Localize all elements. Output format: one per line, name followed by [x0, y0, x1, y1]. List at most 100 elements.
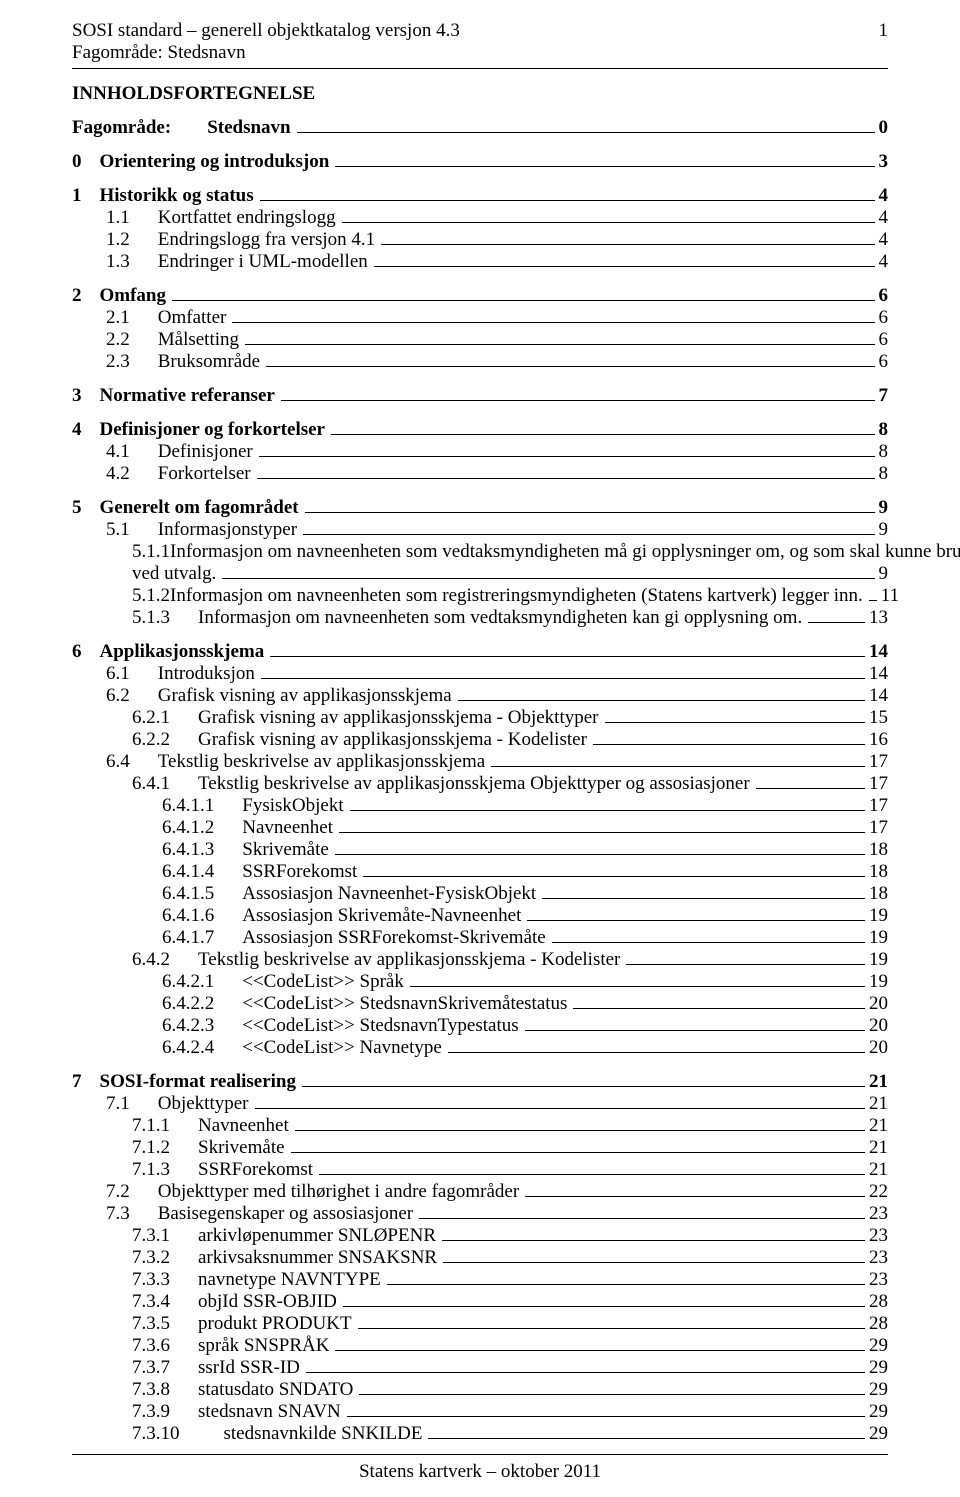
toc-entry-label: FysiskObjekt: [242, 795, 343, 817]
toc-entry-page: 21: [869, 1115, 888, 1137]
toc-entry-page: 19: [869, 971, 888, 993]
toc-title: INNHOLDSFORTEGNELSE: [72, 83, 888, 105]
toc-entry-page: 6: [879, 329, 889, 351]
toc-entry-page: 18: [869, 839, 888, 861]
toc-entry: 6.1Introduksjon14: [106, 663, 888, 685]
toc-entry-label: navnetype NAVNTYPE: [198, 1269, 381, 1291]
toc-entry-number: 0: [72, 151, 82, 173]
toc-entry: 7.3.10stedsnavnkilde SNKILDE29: [132, 1423, 888, 1445]
toc-entry: 4Definisjoner og forkortelser8: [72, 419, 888, 441]
toc-entry-page: 23: [869, 1225, 888, 1247]
toc-leader: [257, 478, 875, 479]
toc-entry-label: <<CodeList>> StedsnavnTypestatus: [242, 1015, 518, 1037]
toc-entry-page: 7: [879, 385, 889, 407]
toc-entry-page: 21: [869, 1137, 888, 1159]
toc-entry-label: Skrivemåte: [198, 1137, 285, 1159]
toc-entry-number: 4: [72, 419, 82, 441]
toc-entry: 6Applikasjonsskjema14: [72, 641, 888, 663]
toc-entry-number: 7.3: [106, 1203, 130, 1225]
toc-entry-label: Informasjon om navneenheten som vedtaksm…: [198, 607, 802, 629]
toc-entry: 5.1.2Informasjon om navneenheten som reg…: [132, 585, 888, 607]
toc-leader: [281, 400, 875, 401]
toc-entry: 7.1Objekttyper21: [106, 1093, 888, 1115]
toc-leader: [808, 622, 865, 623]
toc-entry: 6.4.1.4SSRForekomst18: [162, 861, 888, 883]
toc-entry-number: 7: [72, 1071, 82, 1093]
toc-entry: 2Omfang6: [72, 285, 888, 307]
toc-leader: [245, 344, 874, 345]
toc-entry-page: 29: [869, 1335, 888, 1357]
toc-entry: Fagområde:Stedsnavn0: [72, 117, 888, 139]
toc-entry-label: Forkortelser: [158, 463, 251, 485]
toc-leader: [291, 1152, 865, 1153]
toc-entry-label: Normative referanser: [100, 385, 275, 407]
toc-entry-number: 6.4.1.1: [162, 795, 214, 817]
toc-entry-page: 14: [869, 663, 888, 685]
toc-entry: 2.2Målsetting6: [106, 329, 888, 351]
toc-entry-label: stedsnavn SNAVN: [198, 1401, 341, 1423]
toc-entry-page: 8: [879, 419, 889, 441]
toc-entry: 6.4.1.3Skrivemåte18: [162, 839, 888, 861]
toc-leader: [869, 600, 877, 601]
toc-entry: 7.1.2 Skrivemåte 21: [132, 1137, 888, 1159]
toc-entry-label: arkivsaksnummer SNSAKSNR: [198, 1247, 437, 1269]
toc-entry-number: 7.3.5: [132, 1313, 170, 1335]
toc-entry: 6.2Grafisk visning av applikasjonsskjema…: [106, 685, 888, 707]
toc-entry-label: Navneenhet: [198, 1115, 289, 1137]
document-page: SOSI standard – generell objektkatalog v…: [0, 0, 960, 1497]
toc-entry: 7.3.5produkt PRODUKT28: [132, 1313, 888, 1335]
toc-entry-number: 5.1.2: [132, 585, 170, 607]
toc-entry-number: 7.1.2: [132, 1137, 170, 1159]
toc-entry-page: 4: [879, 207, 889, 229]
toc-entry-label: Informasjon om navneenheten som registre…: [170, 585, 863, 607]
toc-entry-number: 6.4.2.4: [162, 1037, 214, 1059]
toc-entry-number: 1: [72, 185, 82, 207]
toc-entry-page: 23: [869, 1269, 888, 1291]
toc-entry-number: 7.3.6: [132, 1335, 170, 1357]
toc-entry: 5.1.3Informasjon om navneenheten som ved…: [132, 607, 888, 629]
toc-leader: [419, 1218, 865, 1219]
toc-entry-number: 6.4.2: [132, 949, 170, 971]
toc-leader: [573, 1008, 865, 1009]
toc-leader: [593, 744, 865, 745]
toc-leader: [491, 766, 865, 767]
toc-entry: 1.3Endringer i UML-modellen4: [106, 251, 888, 273]
toc-entry-label: Grafisk visning av applikasjonsskjema - …: [198, 729, 587, 751]
toc-entry-number: 7.3.3: [132, 1269, 170, 1291]
toc-entry-number: 6: [72, 641, 82, 663]
toc-entry: 6.2.1Grafisk visning av applikasjonsskje…: [132, 707, 888, 729]
toc-entry-label: stedsnavnkilde SNKILDE: [224, 1423, 423, 1445]
toc-leader: [260, 200, 875, 201]
toc-entry-page: 18: [869, 883, 888, 905]
toc-entry: 6.4.2Tekstlig beskrivelse av applikasjon…: [132, 949, 888, 971]
toc-entry: 5.1.1Informasjon om navneenheten som ved…: [132, 541, 888, 563]
toc-entry-label: Grafisk visning av applikasjonsskjema - …: [198, 707, 599, 729]
toc-leader: [335, 1350, 865, 1351]
toc-entry-page: 17: [869, 817, 888, 839]
toc-entry-number: 6.4.1.7: [162, 927, 214, 949]
toc-entry-page: 3: [879, 151, 889, 173]
toc-leader: [270, 656, 865, 657]
toc-entry-label: SSRForekomst: [198, 1159, 313, 1181]
toc-leader: [335, 166, 874, 167]
toc-entry-page: 21: [869, 1159, 888, 1181]
toc-entry: 7.3.9stedsnavn SNAVN29: [132, 1401, 888, 1423]
toc-leader: [319, 1174, 865, 1175]
toc-entry-label: Målsetting: [158, 329, 239, 351]
toc-entry-label: Assosiasjon Navneenhet-FysiskObjekt: [242, 883, 536, 905]
toc-entry-page: 17: [869, 773, 888, 795]
toc-entry: 1.2Endringslogg fra versjon 4.14: [106, 229, 888, 251]
toc-entry: 7.3.1arkivløpenummer SNLØPENR23: [132, 1225, 888, 1247]
toc-entry-label: Assosiasjon Skrivemåte-Navneenhet: [242, 905, 521, 927]
toc-entry: 7SOSI-format realisering21: [72, 1071, 888, 1093]
header-page-number: 1: [879, 20, 889, 42]
toc-entry-label: Endringer i UML-modellen: [158, 251, 368, 273]
toc-leader: [525, 1196, 865, 1197]
toc-entry-page: 23: [869, 1247, 888, 1269]
toc-leader: [172, 300, 875, 301]
toc-entry-number: 2: [72, 285, 82, 307]
toc-entry-number: 7.3.4: [132, 1291, 170, 1313]
toc-entry-page: 13: [869, 607, 888, 629]
toc-entry-number: 7.1.1: [132, 1115, 170, 1137]
toc-entry: 2.3Bruksområde6: [106, 351, 888, 373]
